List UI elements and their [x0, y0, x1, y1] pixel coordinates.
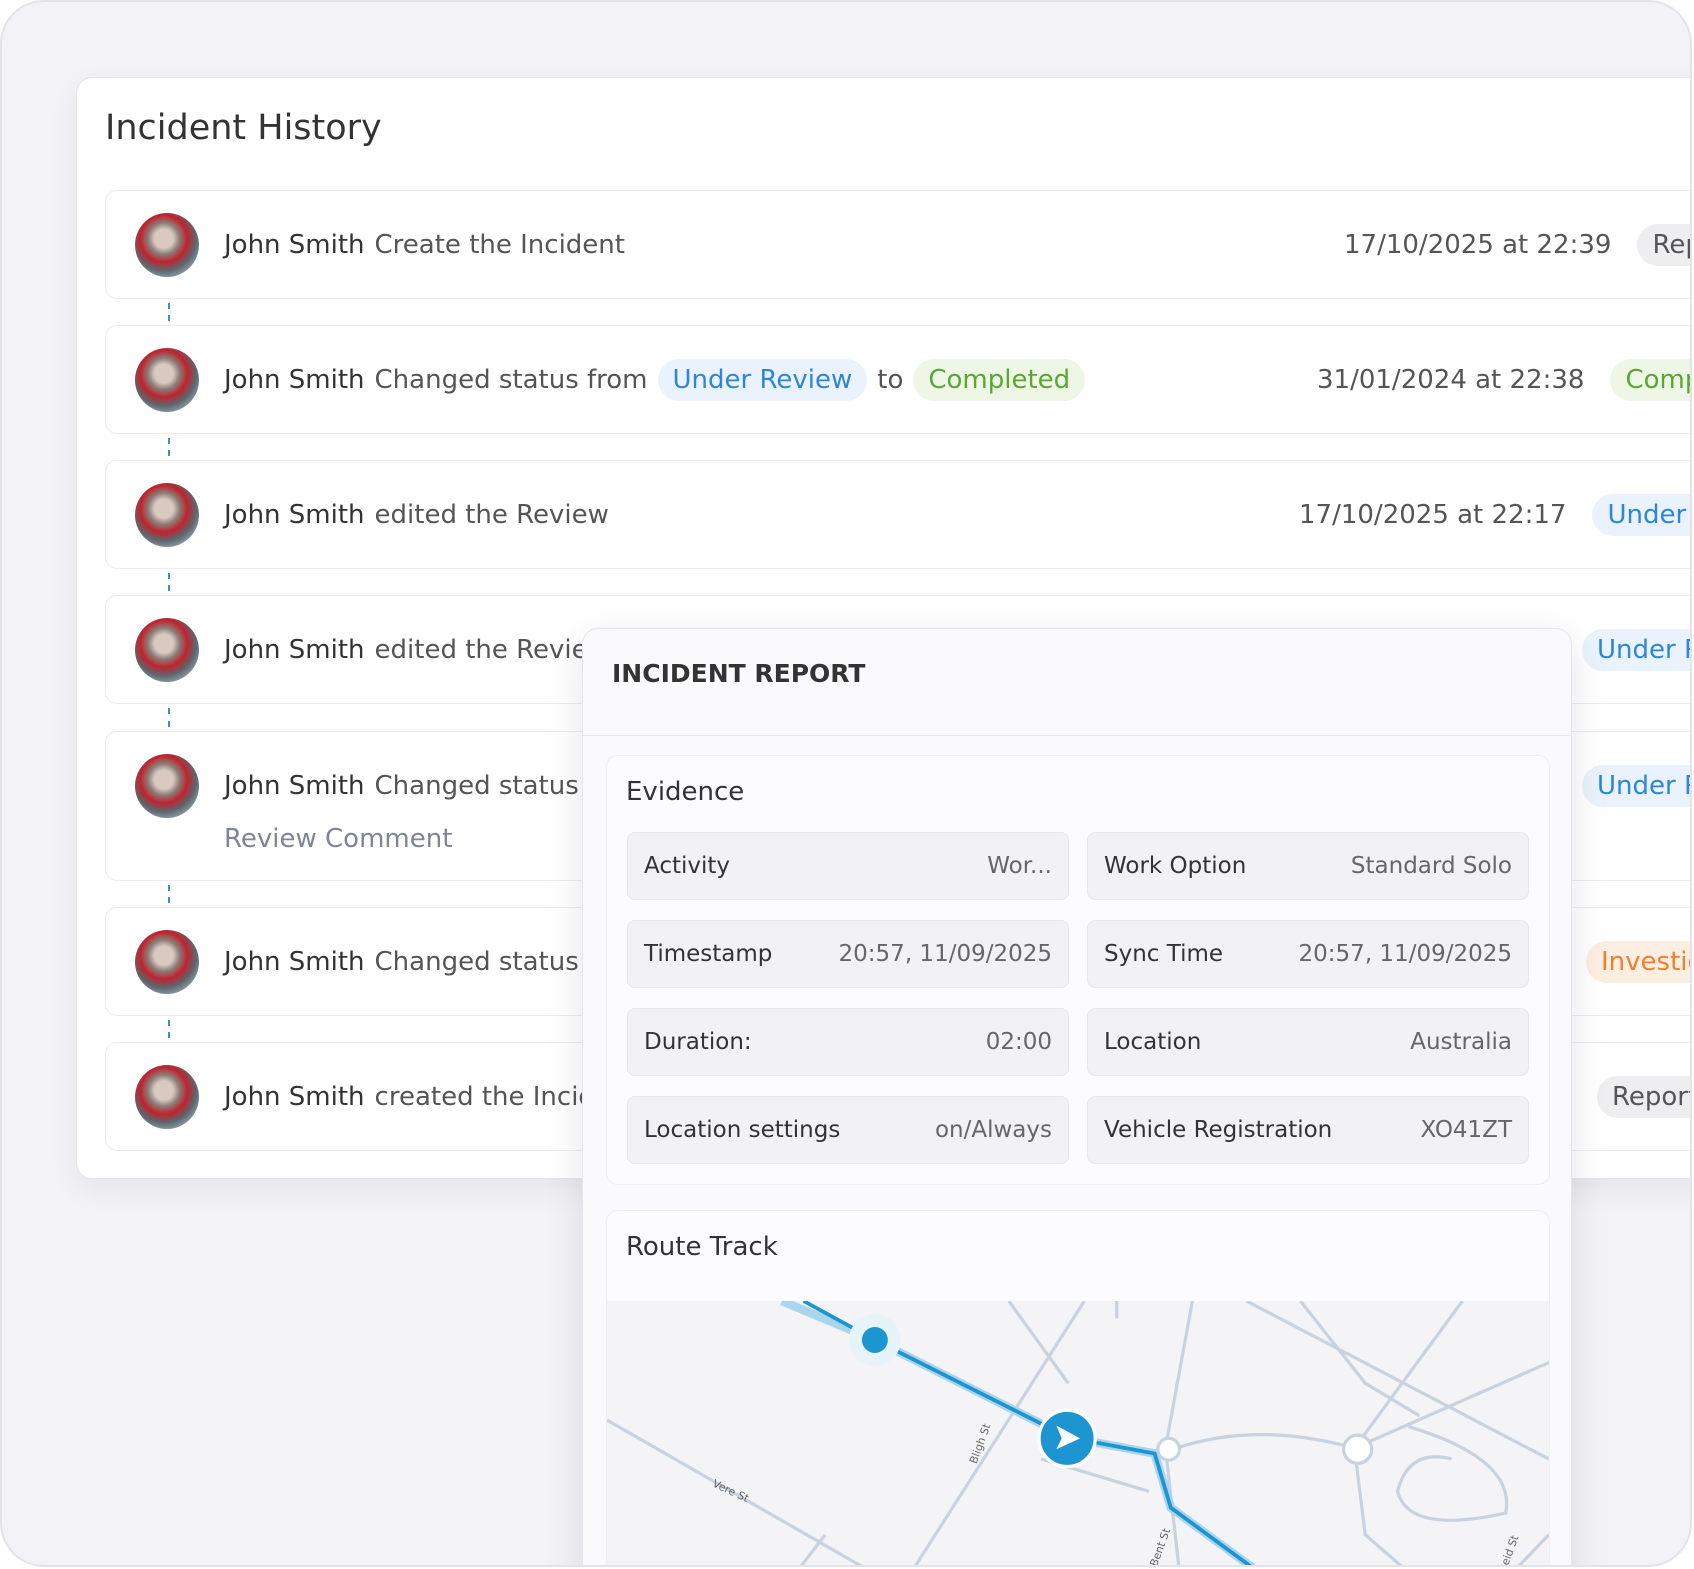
field-value: 20:57, 11/09/2025 — [1298, 941, 1512, 967]
status-badge: Reported — [1637, 224, 1690, 266]
user-name: John Smith — [224, 230, 365, 260]
report-title: INCIDENT REPORT — [612, 659, 866, 688]
history-row: John Smith edited the Review 17/10/2025 at… — [105, 460, 1690, 569]
avatar — [135, 348, 199, 412]
evidence-title: Evidence — [626, 777, 745, 807]
field-label: Timestamp — [644, 941, 773, 967]
evidence-field: Location Australia — [1087, 1008, 1529, 1076]
field-label: Work Option — [1104, 853, 1247, 879]
avatar — [135, 483, 199, 547]
evidence-field: Duration: 02:00 — [627, 1008, 1069, 1076]
evidence-field: Location settings on/Always — [627, 1096, 1069, 1164]
user-name: John Smith — [224, 635, 365, 665]
field-label: Location settings — [644, 1117, 841, 1143]
field-label: Vehicle Registration — [1104, 1117, 1333, 1143]
action: edited the Review — [374, 500, 609, 530]
route-title: Route Track — [626, 1232, 778, 1262]
avatar — [135, 213, 199, 277]
field-value: XO41ZT — [1420, 1117, 1512, 1143]
status-badge: Completed — [1610, 359, 1690, 401]
status-badge: Under Review — [1592, 494, 1690, 536]
status-badge: Under Review — [1582, 629, 1690, 671]
date: 17/10/2025 at 22:17 — [1299, 500, 1567, 530]
comment: Review Comment — [224, 824, 453, 854]
field-label: Location — [1104, 1029, 1202, 1055]
action: Changed status from — [374, 365, 648, 395]
status-badge: Investigating — [1586, 941, 1690, 983]
evidence-field: Vehicle Registration XO41ZT — [1087, 1096, 1529, 1164]
evidence-field: Work Option Standard Solo — [1087, 832, 1529, 900]
action: Changed status — [374, 947, 579, 977]
status-pill: Under Review — [657, 359, 868, 401]
route-box: Route Track Bligh St Vere St Bent St Reid S — [606, 1210, 1550, 1565]
field-label: Activity — [644, 853, 731, 879]
timeline-connector — [168, 303, 170, 321]
evidence-field: Sync Time 20:57, 11/09/2025 — [1087, 920, 1529, 988]
status-pill: Completed — [913, 359, 1086, 401]
connector: to — [877, 365, 904, 395]
timeline-connector — [168, 1020, 170, 1038]
user-name: John Smith — [224, 365, 365, 395]
field-value: Australia — [1410, 1029, 1512, 1055]
timeline-connector — [168, 708, 170, 727]
timeline-connector — [168, 885, 170, 903]
avatar — [135, 1065, 199, 1129]
user-name: John Smith — [224, 947, 365, 977]
meta: Under Review — [1582, 629, 1690, 671]
user-name: John Smith — [224, 500, 365, 530]
field-value: 02:00 — [985, 1029, 1052, 1055]
status-badge: Reported — [1597, 1076, 1690, 1118]
action: Changed status — [374, 771, 579, 801]
meta: 17/10/2025 at 22:39 Reported — [1344, 224, 1690, 266]
entry-text: John Smith edited the Review — [224, 635, 609, 665]
avatar — [135, 618, 199, 682]
avatar — [135, 930, 199, 994]
title: Incident History — [105, 108, 382, 148]
user-name: John Smith — [224, 771, 365, 801]
entry-text: John Smith created the Incident — [224, 1082, 638, 1112]
field-value: Standard Solo — [1350, 853, 1512, 879]
evidence-field: Timestamp 20:57, 11/09/2025 — [627, 920, 1069, 988]
entry-text: John Smith edited the Review — [224, 500, 609, 530]
user-name: John Smith — [224, 1082, 365, 1112]
entry-text: John Smith Changed status from Under Revie… — [224, 359, 1086, 401]
action: edited the Review — [374, 635, 609, 665]
meta: 31/01/2024 at 22:38 Completed — [1317, 359, 1690, 401]
timeline-connector — [168, 438, 170, 456]
field-value: Wor... — [987, 853, 1052, 879]
field-value: on/Always — [934, 1117, 1052, 1143]
evidence-field: Activity Wor... — [627, 832, 1069, 900]
date: 17/10/2025 at 22:39 — [1344, 230, 1612, 260]
status-badge: Under Review — [1582, 765, 1690, 807]
evidence-box: Evidence Activity Wor... Work Option Standa… — [606, 755, 1550, 1185]
entry-text: John Smith Changed status — [224, 947, 579, 977]
meta: Reported — [1597, 1076, 1690, 1118]
history-row: John Smith Changed status from Under Revie… — [105, 325, 1690, 434]
entry-text: John Smith Changed status — [224, 771, 579, 801]
incident-report: INCIDENT REPORT Evidence Activity Wor... W… — [582, 628, 1572, 1565]
date: 31/01/2024 at 22:38 — [1317, 365, 1585, 395]
timeline-connector — [168, 573, 170, 591]
meta: 17/10/2025 at 22:17 Under Review — [1299, 494, 1690, 536]
field-label: Sync Time — [1104, 941, 1224, 967]
history-row: John Smith Create the Incident 17/10/2025 … — [105, 190, 1690, 299]
avatar — [135, 754, 199, 818]
meta: Under Review — [1582, 765, 1690, 807]
field-label: Duration: — [644, 1029, 752, 1055]
divider — [583, 735, 1571, 736]
meta: Investigating — [1586, 941, 1690, 983]
action: Create the Incident — [374, 230, 625, 260]
field-value: 20:57, 11/09/2025 — [838, 941, 1052, 967]
entry-text: John Smith Create the Incident — [224, 230, 625, 260]
